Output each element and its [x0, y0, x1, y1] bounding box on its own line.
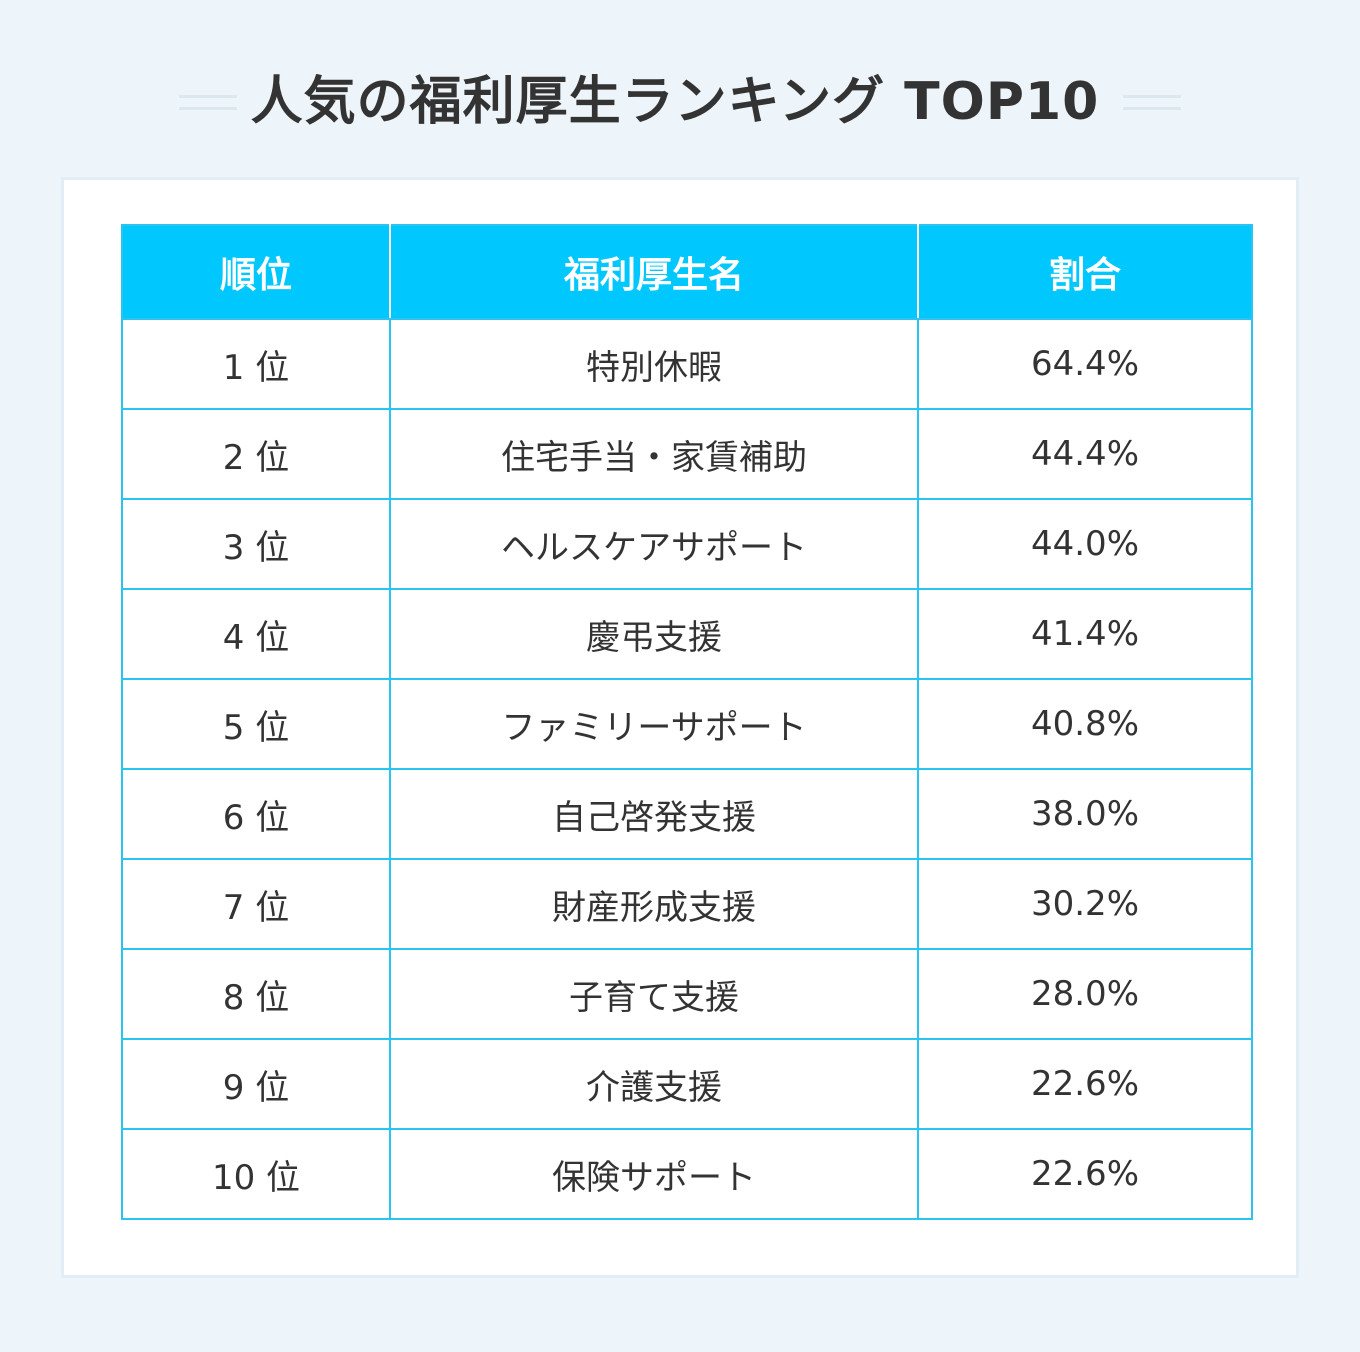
table-row: 7 位 財産形成支援 30.2% [122, 859, 1252, 949]
table-row: 8 位 子育て支援 28.0% [122, 949, 1252, 1039]
benefit-name-cell: 子育て支援 [390, 949, 918, 1039]
rate-cell: 44.4% [918, 409, 1252, 499]
rate-cell: 41.4% [918, 589, 1252, 679]
benefit-name-cell: 介護支援 [390, 1039, 918, 1129]
table-row: 4 位 慶弔支援 41.4% [122, 589, 1252, 679]
title-row: 人気の福利厚生ランキング TOP10 [0, 58, 1360, 134]
ranking-table: 順位 福利厚生名 割合 1 位 特別休暇 64.4% 2 位 住宅手当・家賃補助… [121, 224, 1253, 1220]
table-row: 5 位 ファミリーサポート 40.8% [122, 679, 1252, 769]
rank-cell: 10 位 [122, 1129, 390, 1219]
table-row: 3 位 ヘルスケアサポート 44.0% [122, 499, 1252, 589]
benefit-name-cell: 住宅手当・家賃補助 [390, 409, 918, 499]
rate-cell: 38.0% [918, 769, 1252, 859]
rate-cell: 30.2% [918, 859, 1252, 949]
page-title: 人気の福利厚生ランキング TOP10 [251, 59, 1100, 134]
title-decoration-left [179, 95, 237, 98]
rate-cell: 28.0% [918, 949, 1252, 1039]
rate-cell: 64.4% [918, 319, 1252, 409]
column-header-name: 福利厚生名 [390, 225, 918, 319]
rank-cell: 7 位 [122, 859, 390, 949]
rate-cell: 44.0% [918, 499, 1252, 589]
table-header-row: 順位 福利厚生名 割合 [122, 225, 1252, 319]
rate-cell: 22.6% [918, 1129, 1252, 1219]
rank-cell: 4 位 [122, 589, 390, 679]
benefit-name-cell: 特別休暇 [390, 319, 918, 409]
table-row: 2 位 住宅手当・家賃補助 44.4% [122, 409, 1252, 499]
table-row: 10 位 保険サポート 22.6% [122, 1129, 1252, 1219]
benefit-name-cell: 財産形成支援 [390, 859, 918, 949]
rank-cell: 2 位 [122, 409, 390, 499]
rank-cell: 6 位 [122, 769, 390, 859]
rank-cell: 3 位 [122, 499, 390, 589]
table-row: 9 位 介護支援 22.6% [122, 1039, 1252, 1129]
rank-cell: 9 位 [122, 1039, 390, 1129]
table-row: 6 位 自己啓発支援 38.0% [122, 769, 1252, 859]
benefit-name-cell: 保険サポート [390, 1129, 918, 1219]
column-header-rank: 順位 [122, 225, 390, 319]
rate-cell: 22.6% [918, 1039, 1252, 1129]
benefit-name-cell: ファミリーサポート [390, 679, 918, 769]
table-row: 1 位 特別休暇 64.4% [122, 319, 1252, 409]
rank-cell: 8 位 [122, 949, 390, 1039]
rank-cell: 5 位 [122, 679, 390, 769]
benefit-name-cell: 慶弔支援 [390, 589, 918, 679]
rate-cell: 40.8% [918, 679, 1252, 769]
column-header-rate: 割合 [918, 225, 1252, 319]
rank-cell: 1 位 [122, 319, 390, 409]
benefit-name-cell: ヘルスケアサポート [390, 499, 918, 589]
benefit-name-cell: 自己啓発支援 [390, 769, 918, 859]
title-decoration-right [1123, 95, 1181, 98]
